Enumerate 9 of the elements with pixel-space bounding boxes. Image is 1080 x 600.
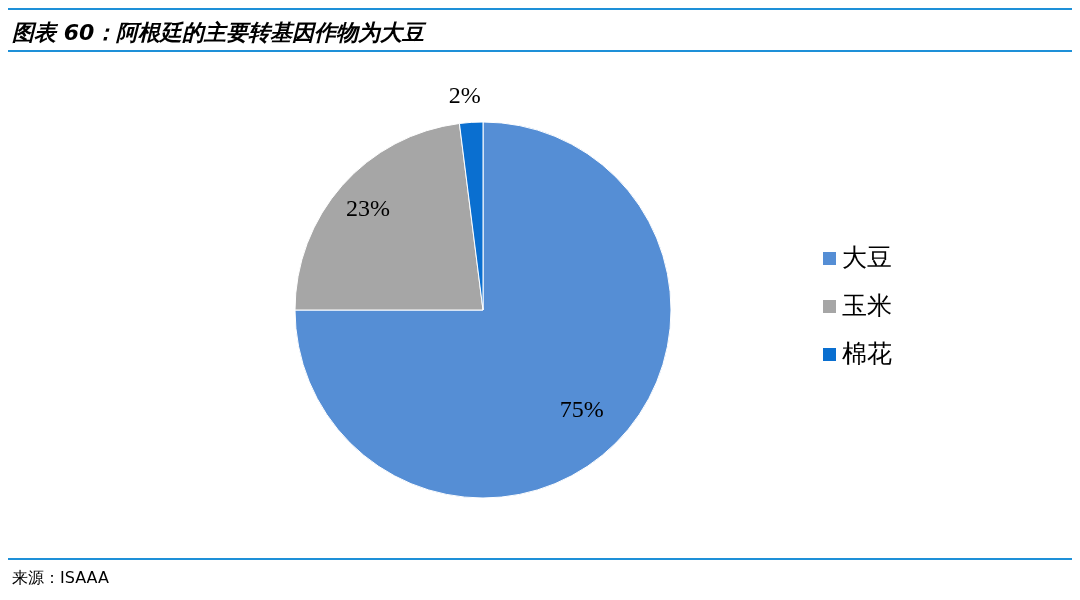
legend-label: 棉花 [842, 338, 892, 370]
pie-slice [294, 121, 672, 499]
data-label: 23% [346, 195, 390, 222]
source-note: 来源：ISAAA [12, 568, 109, 589]
data-label: 2% [448, 81, 481, 108]
data-label: 75% [559, 395, 604, 422]
legend-label: 玉米 [842, 290, 892, 322]
legend-label: 大豆 [842, 242, 892, 274]
chart-title: 图表 60：阿根廷的主要转基因作物为大豆 [12, 19, 425, 47]
